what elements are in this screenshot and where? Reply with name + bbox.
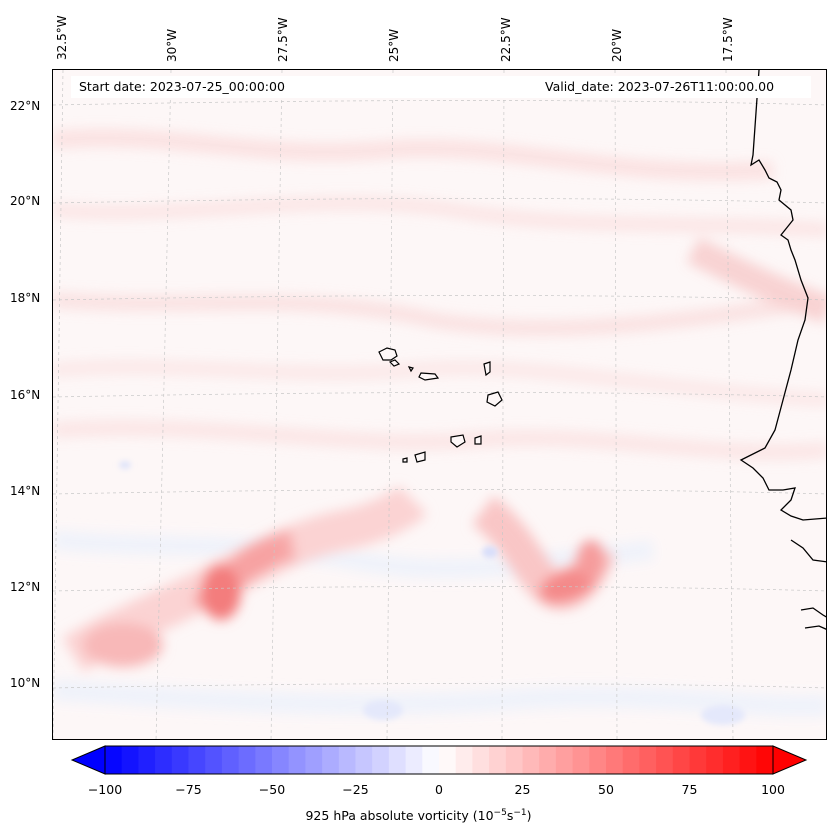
colorbar-cell — [272, 746, 290, 774]
colorbar-cell — [138, 746, 156, 774]
vorticity-maximum-west — [62, 484, 428, 673]
start-date: Start date: 2023-07-25_00:00:00 — [79, 79, 285, 94]
colorbar-extend-max — [772, 745, 808, 775]
colorbar-tick-100: 100 — [761, 782, 785, 797]
lat-label-16n: 16°N — [10, 388, 41, 402]
lon-label-27-5w: 27.5°W — [276, 17, 290, 62]
colorbar-cell — [689, 746, 707, 774]
colorbar-cell — [522, 746, 540, 774]
colorbar-cell — [656, 746, 674, 774]
colorbar-extend-min — [70, 745, 106, 775]
colorbar-cell — [322, 746, 340, 774]
lat-label-12n: 12°N — [10, 580, 41, 594]
colorbar-tick-0: 0 — [435, 782, 443, 797]
colorbar-cell — [455, 746, 473, 774]
colorbar-tick-neg100: −100 — [87, 782, 123, 797]
lat-label-14n: 14°N — [10, 484, 41, 498]
colorbar-cell — [305, 746, 323, 774]
colorbar-cell — [606, 746, 624, 774]
colorbar-cell — [121, 746, 139, 774]
colorbar-cell — [422, 746, 440, 774]
vorticity-maximum-east — [471, 495, 616, 610]
colorbar-tick-75: 75 — [681, 782, 698, 797]
africa-coastline — [739, 70, 826, 630]
lat-label-22n: 22°N — [10, 99, 41, 113]
colorbar-cell — [472, 746, 490, 774]
colorbar-title: 925 hPa absolute vorticity (10−5s−1) — [305, 808, 532, 824]
date-banner — [71, 76, 811, 98]
colorbar-cell — [221, 746, 240, 774]
colorbar-cell — [405, 746, 423, 774]
colorbar-cell — [171, 746, 189, 774]
colorbar-cell — [505, 746, 523, 774]
colorbar-outline — [104, 745, 774, 775]
colorbar-cell — [739, 746, 757, 774]
colorbar-tick-25: 25 — [514, 782, 531, 797]
colorbar-tick-neg25: −25 — [342, 782, 369, 797]
lat-label-20n: 20°N — [10, 194, 41, 208]
colorbar-cell — [288, 746, 306, 774]
colorbar-cell — [439, 746, 457, 774]
lon-label-22-5w: 22.5°W — [499, 17, 513, 62]
graticule — [53, 70, 826, 739]
colorbar-cell — [355, 746, 373, 774]
colorbar-cell — [188, 746, 206, 774]
colorbar-cell — [555, 746, 574, 774]
cape-verde-islands — [378, 347, 503, 463]
lon-label-20w: 20°W — [610, 28, 624, 62]
lon-label-25w: 25°W — [387, 28, 401, 62]
colorbar-cell — [205, 746, 223, 774]
lat-label-18n: 18°N — [10, 291, 41, 305]
colorbar-cells — [105, 746, 774, 774]
colorbar-cell — [388, 746, 407, 774]
colorbar-cell — [572, 746, 590, 774]
colorbar-cell — [489, 746, 507, 774]
colorbar-cell — [639, 746, 657, 774]
colorbar-cell — [672, 746, 690, 774]
colorbar-cell — [722, 746, 741, 774]
colorbar-cell — [338, 746, 356, 774]
lat-label-10n: 10°N — [10, 676, 41, 690]
colorbar-cell — [706, 746, 724, 774]
negative-vorticity-spots — [119, 461, 745, 725]
map-panel — [52, 69, 827, 740]
colorbar-cell — [756, 746, 774, 774]
colorbar-cell — [155, 746, 173, 774]
valid-date: Valid_date: 2023-07-26T11:00:00.00 — [545, 79, 775, 94]
lon-label-30w: 30°W — [165, 28, 179, 62]
lon-label-17-5w: 17.5°W — [721, 17, 735, 62]
lon-label-32-5w: 32.5°W — [55, 15, 69, 60]
colorbar-cell — [238, 746, 256, 774]
colorbar-tick-neg75: −75 — [175, 782, 202, 797]
colorbar-tick-50: 50 — [598, 782, 614, 797]
colorbar-cell — [622, 746, 640, 774]
colorbar-cell — [539, 746, 557, 774]
vorticity-streaks — [53, 128, 826, 717]
vorticity-field — [53, 70, 826, 739]
colorbar-cell — [372, 746, 390, 774]
colorbar-cell — [255, 746, 273, 774]
colorbar — [70, 745, 808, 775]
colorbar-tick-neg50: −50 — [258, 782, 286, 797]
colorbar-cell — [105, 746, 123, 774]
colorbar-cell — [589, 746, 607, 774]
